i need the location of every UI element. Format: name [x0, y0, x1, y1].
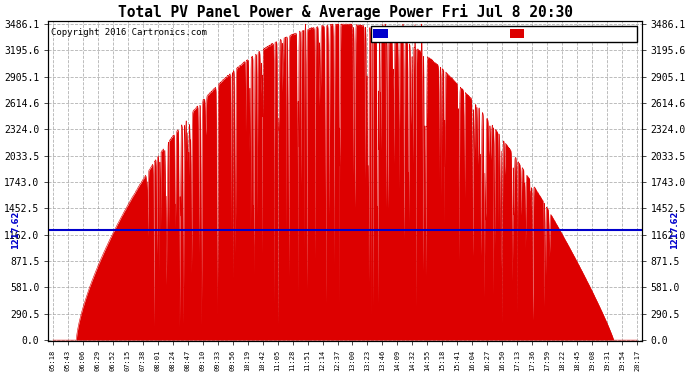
Text: 1217.62: 1217.62 [11, 210, 20, 249]
Text: 1217.62: 1217.62 [670, 210, 679, 249]
Title: Total PV Panel Power & Average Power Fri Jul 8 20:30: Total PV Panel Power & Average Power Fri… [117, 4, 573, 20]
Legend: Average  (DC Watts), PV Panels  (DC Watts): Average (DC Watts), PV Panels (DC Watts) [371, 26, 637, 42]
Text: Copyright 2016 Cartronics.com: Copyright 2016 Cartronics.com [52, 28, 207, 37]
